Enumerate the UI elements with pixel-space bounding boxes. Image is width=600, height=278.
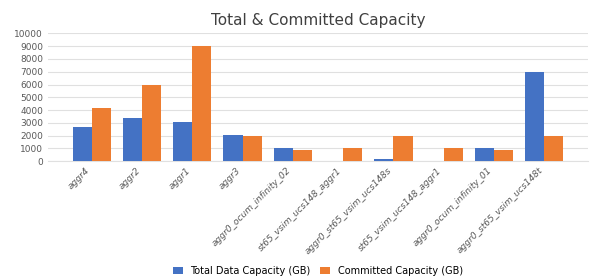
Bar <box>544 136 563 161</box>
Bar <box>525 72 544 161</box>
Bar <box>494 150 513 161</box>
Bar <box>374 159 394 161</box>
Bar <box>123 118 142 161</box>
Bar <box>394 136 413 161</box>
Bar <box>173 122 192 161</box>
Legend: Total Data Capacity (GB), Committed Capacity (GB): Total Data Capacity (GB), Committed Capa… <box>173 266 463 276</box>
Bar <box>274 148 293 161</box>
Title: Total & Committed Capacity: Total & Committed Capacity <box>211 13 425 28</box>
Bar <box>475 148 494 161</box>
Bar <box>343 148 362 161</box>
Bar <box>73 127 92 161</box>
Bar <box>223 135 242 161</box>
Bar <box>293 150 312 161</box>
Bar <box>192 46 211 161</box>
Bar <box>142 85 161 161</box>
Bar <box>242 136 262 161</box>
Bar <box>444 148 463 161</box>
Bar <box>92 108 111 161</box>
